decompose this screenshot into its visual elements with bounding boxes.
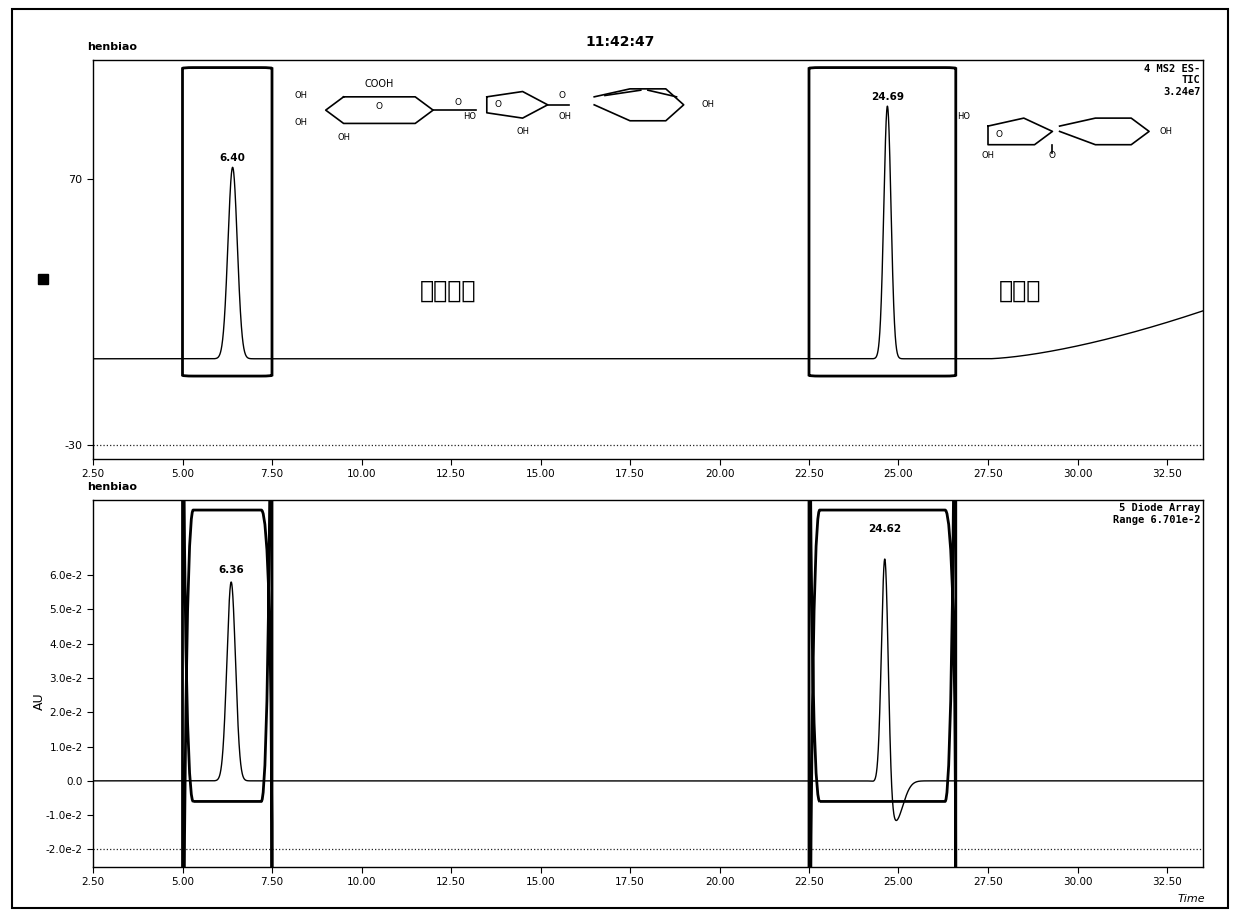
Text: OH: OH	[516, 127, 529, 137]
Text: O: O	[1049, 151, 1056, 160]
Text: HO: HO	[463, 112, 476, 121]
Text: O: O	[996, 129, 1002, 138]
Text: henbiao: henbiao	[88, 41, 138, 51]
Text: 24.62: 24.62	[868, 524, 901, 534]
Text: O: O	[376, 102, 383, 111]
Text: O: O	[494, 100, 501, 109]
Text: HO: HO	[957, 112, 970, 121]
Text: 詹菜素: 詹菜素	[998, 279, 1040, 303]
Text: 6.36: 6.36	[218, 565, 244, 575]
Text: AU: AU	[33, 692, 46, 711]
Text: OH: OH	[337, 133, 350, 142]
Text: 野黄芩苷: 野黄芩苷	[420, 279, 476, 303]
Text: OH: OH	[558, 112, 572, 121]
Text: 5 Diode Array
Range 6.701e-2: 5 Diode Array Range 6.701e-2	[1114, 503, 1200, 525]
Text: OH: OH	[702, 100, 714, 109]
Text: COOH: COOH	[365, 79, 394, 89]
Text: 11:42:47: 11:42:47	[585, 35, 655, 49]
Text: OH: OH	[982, 151, 994, 160]
Text: O: O	[558, 91, 565, 100]
Text: 4 MS2 ES-
TIC
3.24e7: 4 MS2 ES- TIC 3.24e7	[1145, 63, 1200, 97]
Text: OH: OH	[295, 117, 308, 127]
Text: 6.40: 6.40	[219, 153, 246, 163]
Text: henbiao: henbiao	[88, 482, 138, 492]
Text: 24.69: 24.69	[870, 92, 904, 102]
Text: O: O	[455, 98, 461, 107]
Text: Time: Time	[1178, 894, 1205, 904]
Text: OH: OH	[1159, 127, 1173, 136]
Text: OH: OH	[295, 91, 308, 100]
